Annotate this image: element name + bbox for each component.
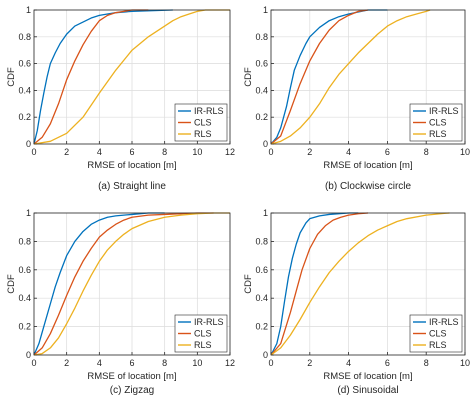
y-tick-label: 0.4 — [18, 293, 31, 303]
legend-entry: IR-RLS — [194, 317, 224, 327]
y-tick-label: 1 — [263, 5, 268, 15]
y-tick-label: 0.8 — [255, 236, 268, 246]
series-line-rls — [33, 9, 230, 145]
x-tick-label: 10 — [192, 147, 202, 157]
x-axis-label: RMSE of location [m] — [323, 371, 412, 382]
x-tick-label: 0 — [31, 147, 36, 157]
y-tick-label: 0.8 — [255, 32, 268, 42]
x-tick-label: 4 — [97, 147, 102, 157]
x-tick-label: 4 — [97, 358, 102, 368]
y-tick-label: 0.2 — [255, 112, 268, 122]
y-tick-label: 0 — [263, 139, 268, 149]
series-line-rls — [33, 212, 230, 356]
x-tick-label: 0 — [31, 358, 36, 368]
x-tick-label: 2 — [64, 147, 69, 157]
x-tick-label: 2 — [307, 358, 312, 368]
x-tick-label: 6 — [385, 358, 390, 368]
y-tick-label: 0.8 — [18, 32, 31, 42]
y-tick-label: 0.8 — [18, 236, 31, 246]
y-tick-label: 0 — [263, 350, 268, 360]
axes-box — [270, 212, 466, 356]
y-tick-label: 0.6 — [18, 59, 31, 69]
y-tick-label: 0 — [26, 139, 31, 149]
x-tick-label: 10 — [192, 358, 202, 368]
chart-panel-0: 0 2 4 6 8 10 12 0 0.2 0.4 0.6 0.8 1 RMSE of location … — [6, 5, 235, 192]
y-tick-label: 1 — [26, 5, 31, 15]
x-tick-label: 6 — [129, 358, 134, 368]
panel-caption: (d) Sinusoidal — [337, 385, 398, 396]
axes-box — [33, 9, 231, 145]
y-axis-label: CDF — [243, 274, 254, 294]
panel-caption: (a) Straight line — [98, 181, 166, 192]
y-axis-label: CDF — [243, 67, 254, 87]
series-line-cls — [270, 9, 369, 145]
x-tick-label: 4 — [346, 147, 351, 157]
x-tick-label: 2 — [64, 358, 69, 368]
x-tick-label: 0 — [268, 147, 273, 157]
x-tick-label: 8 — [424, 147, 429, 157]
legend-entry: RLS — [194, 340, 212, 350]
y-axis-label: CDF — [6, 67, 17, 87]
legend-entry: RLS — [194, 129, 212, 139]
panel-caption: (b) Clockwise circle — [325, 181, 412, 192]
x-tick-label: 10 — [460, 358, 470, 368]
axes-box — [270, 9, 466, 145]
y-axis-label: CDF — [6, 274, 17, 294]
y-tick-label: 0 — [26, 350, 31, 360]
series-line-rls — [270, 9, 431, 145]
x-axis-label: RMSE of location [m] — [87, 371, 176, 382]
y-tick-label: 0.2 — [18, 112, 31, 122]
series-line-ir-rls — [33, 9, 173, 145]
series-line-rls — [270, 212, 450, 356]
x-tick-label: 10 — [460, 147, 470, 157]
x-tick-label: 4 — [346, 358, 351, 368]
legend-entry: RLS — [429, 340, 447, 350]
legend-entry: IR-RLS — [429, 317, 459, 327]
x-tick-label: 6 — [385, 147, 390, 157]
y-tick-label: 0.2 — [18, 322, 31, 332]
legend-entry: CLS — [194, 329, 212, 339]
y-tick-label: 1 — [26, 208, 31, 218]
x-tick-label: 8 — [162, 358, 167, 368]
legend-entry: RLS — [429, 129, 447, 139]
series-line-cls — [270, 212, 369, 356]
x-axis-label: RMSE of location [m] — [87, 160, 176, 171]
y-tick-label: 1 — [263, 208, 268, 218]
x-tick-label: 2 — [307, 147, 312, 157]
x-tick-label: 12 — [225, 147, 235, 157]
y-tick-label: 0.6 — [255, 265, 268, 275]
x-axis-label: RMSE of location [m] — [323, 160, 412, 171]
legend-entry: IR-RLS — [194, 106, 224, 116]
legend-entry: CLS — [429, 329, 447, 339]
x-tick-label: 6 — [129, 147, 134, 157]
y-tick-label: 0.2 — [255, 322, 268, 332]
legend-entry: IR-RLS — [429, 106, 459, 116]
x-tick-label: 0 — [268, 358, 273, 368]
series-line-cls — [33, 212, 214, 356]
y-tick-label: 0.4 — [255, 293, 268, 303]
x-tick-label: 8 — [162, 147, 167, 157]
chart-panel-2: 0 2 4 6 8 10 12 0 0.2 0.4 0.6 0.8 1 RMSE of location … — [6, 208, 235, 396]
series-line-cls — [33, 9, 149, 145]
y-tick-label: 0.4 — [18, 85, 31, 95]
chart-panel-1: 0 2 4 6 8 10 0 0.2 0.4 0.6 0.8 1 RMSE of location [m… — [243, 5, 470, 192]
y-tick-label: 0.6 — [255, 59, 268, 69]
legend-entry: CLS — [194, 118, 212, 128]
y-tick-label: 0.4 — [255, 85, 268, 95]
panel-caption: (c) Zigzag — [110, 385, 154, 396]
series-line-ir-rls — [270, 212, 359, 356]
y-tick-label: 0.6 — [18, 265, 31, 275]
chart-panel-3: 0 2 4 6 8 10 0 0.2 0.4 0.6 0.8 1 RMSE of location [m… — [243, 208, 470, 396]
axes-box — [33, 212, 231, 356]
legend-entry: CLS — [429, 118, 447, 128]
x-tick-label: 12 — [225, 358, 235, 368]
series-line-ir-rls — [33, 212, 165, 356]
x-tick-label: 8 — [424, 358, 429, 368]
